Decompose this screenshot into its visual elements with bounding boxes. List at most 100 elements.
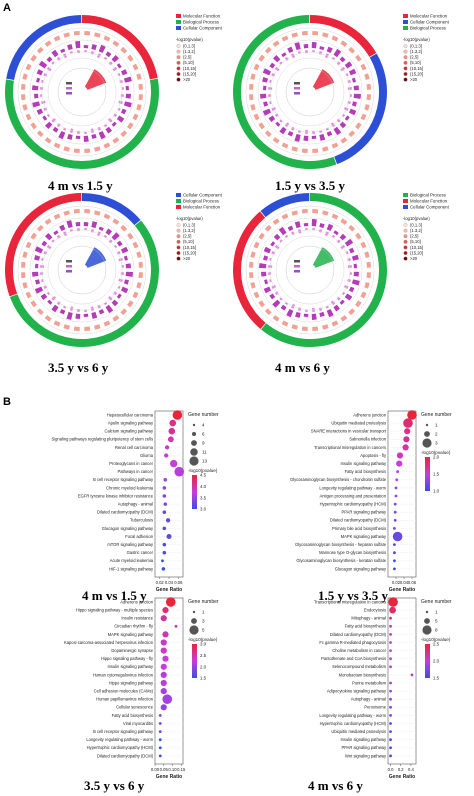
circos-term-count bbox=[291, 146, 298, 152]
term-label: EGFR tyrosine kinase inhibitor resistanc… bbox=[78, 493, 154, 498]
circos-term-count bbox=[340, 315, 348, 322]
circos-term-count bbox=[22, 73, 28, 80]
circos-term-count bbox=[312, 326, 319, 331]
circos-rich-factor bbox=[84, 247, 107, 268]
pvalue-legend-dot bbox=[403, 55, 408, 60]
circos-term-count bbox=[322, 146, 329, 152]
bubble-point bbox=[162, 694, 173, 704]
bubble-point bbox=[389, 722, 392, 725]
circos-updown-bar bbox=[336, 118, 341, 123]
circos-gene-bar bbox=[326, 130, 333, 137]
circos-gene-bar bbox=[34, 93, 39, 99]
circos-inner-legend-key bbox=[66, 265, 72, 268]
circos-term-count bbox=[138, 94, 143, 101]
circos-guide-ring bbox=[245, 205, 375, 335]
circos-term-count bbox=[249, 261, 254, 268]
size-legend-dot bbox=[190, 448, 198, 456]
circos-updown-bar bbox=[77, 50, 80, 54]
bubble-chart-2: Adherens junction Ubiquitin mediated prot… bbox=[290, 410, 452, 593]
pvalue-legend-dot bbox=[403, 245, 408, 250]
legend-label: Cellular Component bbox=[183, 26, 223, 31]
circos-gene-bar bbox=[339, 56, 346, 63]
circos-updown-bar bbox=[40, 87, 44, 90]
bubble-point bbox=[389, 665, 392, 669]
circos-term-count bbox=[364, 282, 370, 289]
bubble-point bbox=[395, 478, 399, 482]
bubble-point bbox=[389, 606, 396, 614]
bubble-point bbox=[161, 567, 166, 571]
panel-label-b: B bbox=[3, 396, 11, 408]
term-label: Hippo signaling pathway - fly bbox=[101, 656, 154, 661]
circos-gene-bar bbox=[98, 226, 104, 232]
color-legend-tick: 2.5 bbox=[433, 642, 440, 647]
circos-gene-bar bbox=[326, 308, 334, 318]
size-legend-dot bbox=[191, 618, 197, 624]
term-label: Endocytosis bbox=[364, 608, 386, 613]
circos-center-ring bbox=[285, 67, 335, 117]
pvalue-legend-dot bbox=[176, 60, 181, 65]
circos-term-count bbox=[120, 308, 128, 316]
pvalue-legend-dot bbox=[176, 55, 181, 60]
circos-guide-ring bbox=[41, 229, 123, 311]
circos-gene-bar bbox=[91, 133, 97, 139]
x-tick-label: 0.15 bbox=[177, 767, 186, 772]
circos-term-count bbox=[25, 63, 32, 71]
circos-gene-bar bbox=[287, 130, 294, 137]
size-legend-dot bbox=[192, 423, 196, 427]
legend-swatch bbox=[176, 205, 181, 209]
term-label: Fatty acid biosynthesis bbox=[345, 469, 386, 474]
circos-term-count bbox=[366, 83, 371, 90]
pvalue-legend-dot bbox=[403, 49, 408, 54]
circos-inner-legend-key bbox=[294, 92, 300, 95]
circos-gene-bar bbox=[34, 286, 44, 294]
circos-updown-bar bbox=[46, 291, 50, 296]
circos-guide-ring bbox=[47, 57, 117, 127]
circos-gene-bar bbox=[125, 93, 131, 99]
term-label: Proteoglycans in cancer bbox=[109, 461, 153, 466]
circos-term-count bbox=[360, 241, 367, 249]
circos-rich-factor bbox=[312, 69, 335, 90]
circos-gene-bar bbox=[344, 293, 353, 301]
bubble-point bbox=[410, 673, 414, 677]
circos-term-count bbox=[364, 104, 370, 111]
circos-guide-ring bbox=[269, 51, 351, 133]
circos-updown-bar bbox=[84, 50, 87, 53]
legend-swatch bbox=[403, 20, 408, 24]
circos-gene-bar bbox=[344, 61, 353, 69]
circos-term-count bbox=[120, 130, 128, 138]
circos-gene-bar bbox=[51, 49, 59, 58]
legend-swatch bbox=[403, 205, 408, 209]
circos-sector-mf bbox=[82, 15, 158, 80]
circos-gene-bar bbox=[319, 133, 326, 141]
color-legend-tick: 1.5 bbox=[433, 676, 440, 681]
term-label: Glycosaminoglycan biosynthesis - heparan… bbox=[295, 542, 387, 547]
size-legend-label: 3 bbox=[435, 441, 438, 446]
size-legend-label: 2 bbox=[435, 432, 438, 437]
circos-gene-bar bbox=[333, 230, 339, 236]
color-legend-tick: 1.5 bbox=[200, 676, 207, 681]
circos-gene-bar bbox=[263, 246, 272, 254]
circos-gene-bar bbox=[311, 219, 317, 227]
pvalue-legend-label: (0,1.3] bbox=[410, 222, 422, 227]
circos-gene-bar bbox=[339, 121, 347, 129]
bubble-point bbox=[389, 738, 392, 742]
term-label: mTOR signaling pathway bbox=[107, 542, 154, 547]
circos-term-count bbox=[281, 35, 289, 42]
circos-gene-bar bbox=[280, 304, 287, 311]
circos-updown-bar bbox=[349, 94, 352, 97]
circos-sector-mf bbox=[310, 15, 377, 57]
circos-updown-bar bbox=[51, 239, 55, 243]
circos-gene-bar bbox=[98, 44, 106, 54]
circos-sector-mf bbox=[4, 193, 82, 297]
circos-term-count bbox=[301, 326, 308, 331]
circos-gene-bar bbox=[91, 221, 98, 229]
bubble-chart-3: Adherens junction Hippo signaling pathway… bbox=[64, 597, 219, 780]
circos-updown-bar bbox=[84, 131, 87, 134]
circos-updown-bar bbox=[305, 309, 308, 312]
x-tick-label: 0.10 bbox=[168, 767, 177, 772]
legend-label: Biological Process bbox=[410, 193, 447, 198]
pvalue-legend-dot bbox=[403, 60, 408, 65]
circos-gene-bar bbox=[44, 121, 53, 130]
bubble-point bbox=[393, 551, 396, 555]
